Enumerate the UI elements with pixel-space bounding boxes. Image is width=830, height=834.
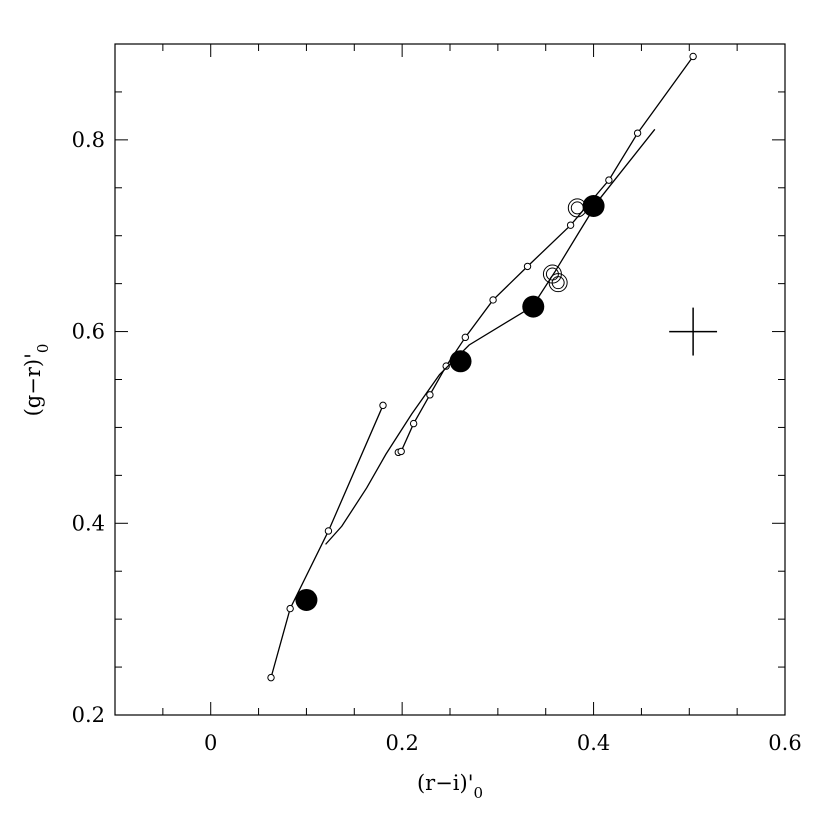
open-marker [567, 198, 587, 218]
small-marker [605, 176, 613, 184]
data-line [325, 128, 656, 545]
small-marker [489, 296, 497, 304]
small-marker [267, 673, 275, 682]
x-axis-label: (r−i)'0 [417, 771, 483, 802]
small-marker [324, 527, 333, 535]
filled-marker [582, 194, 605, 217]
small-marker [523, 262, 532, 271]
x-tick-label: 0.4 [577, 731, 610, 755]
filled-marker [522, 295, 545, 318]
y-tick-label: 0.6 [72, 320, 105, 344]
y-tick-label: 0.2 [72, 703, 105, 727]
y-label-main: (g−r)' [21, 353, 45, 416]
open-marker-inner [570, 201, 584, 215]
plot-frame [114, 43, 786, 716]
small-marker [566, 221, 575, 229]
y-label-sub: 0 [34, 344, 52, 354]
small-marker [442, 362, 450, 370]
y-tick-label: 0.8 [72, 128, 105, 152]
small-marker [397, 447, 405, 456]
filled-marker [449, 350, 472, 373]
y-tick-label: 0.4 [72, 511, 105, 535]
x-tick-label: 0.6 [768, 731, 801, 755]
data-line [270, 56, 694, 678]
x-tick-label: 0 [204, 731, 217, 755]
open-marker-inner [551, 276, 565, 290]
x-label-sub: 0 [473, 784, 483, 802]
small-marker [409, 419, 418, 428]
small-marker [461, 333, 470, 342]
small-marker [379, 401, 387, 410]
filled-marker [295, 588, 318, 611]
small-marker [426, 391, 434, 399]
small-marker [689, 52, 697, 61]
x-label-main: (r−i)' [417, 771, 474, 795]
small-marker [633, 129, 642, 137]
y-axis-label: (g−r)'0 [21, 344, 52, 417]
x-tick-label: 0.2 [385, 731, 418, 755]
small-marker [286, 604, 294, 613]
open-marker [548, 273, 568, 293]
